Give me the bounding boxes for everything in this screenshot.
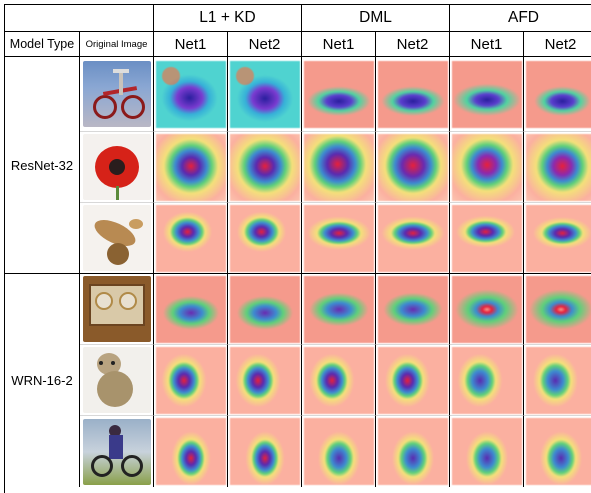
attention-map-net2 (376, 132, 450, 203)
attention-map-net1 (154, 345, 228, 416)
attention-map-net1 (302, 345, 376, 416)
attention-map-net1 (154, 274, 228, 345)
attention-map-comparison-table: L1 + KD DML AFD Model Type Original Imag… (4, 4, 591, 493)
group-header-dml: DML (302, 5, 450, 32)
attention-map-net1 (450, 132, 524, 203)
flower-icon (82, 134, 151, 200)
attention-map-net2 (524, 274, 591, 345)
attention-map-net1 (450, 203, 524, 274)
attention-map-net2 (376, 203, 450, 274)
original-image-cell (80, 345, 154, 416)
attention-map-net2 (524, 416, 591, 487)
attention-map-net1 (450, 57, 524, 132)
bicycle-icon (82, 61, 151, 127)
attention-map-net1 (302, 274, 376, 345)
model-label-resnet32: ResNet-32 (5, 57, 80, 274)
attention-map-net2 (228, 57, 302, 132)
attention-map-net2 (228, 132, 302, 203)
attention-map-net2 (524, 203, 591, 274)
tray-icon (82, 276, 151, 342)
attention-map-net2 (376, 57, 450, 132)
group-header-afd: AFD (450, 5, 591, 32)
attention-map-net1 (450, 345, 524, 416)
original-image-header: Original Image (80, 32, 154, 57)
attention-map-net1 (154, 57, 228, 132)
original-image-cell (80, 132, 154, 203)
net2-header: Net2 (524, 32, 591, 57)
attention-map-net1 (302, 57, 376, 132)
cyclist-icon (82, 418, 151, 485)
model-label-wrn-16-2: WRN-16-2 (5, 274, 80, 487)
attention-map-net1 (154, 203, 228, 274)
header-blank (5, 5, 154, 32)
attention-map-net2 (524, 345, 591, 416)
attention-map-net1 (450, 416, 524, 487)
attention-map-net2 (228, 416, 302, 487)
attention-map-net2 (376, 416, 450, 487)
original-image-cell (80, 416, 154, 487)
net2-header: Net2 (228, 32, 302, 57)
attention-map-net2 (376, 274, 450, 345)
net2-header: Net2 (376, 32, 450, 57)
attention-map-net2 (524, 57, 591, 132)
attention-map-net1 (450, 274, 524, 345)
net1-header: Net1 (154, 32, 228, 57)
net1-header: Net1 (450, 32, 524, 57)
attention-map-net2 (376, 345, 450, 416)
model-type-header: Model Type (5, 32, 80, 57)
attention-map-net1 (154, 132, 228, 203)
group-header-l1-kd: L1 + KD (154, 5, 302, 32)
attention-map-net1 (302, 203, 376, 274)
original-image-cell (80, 57, 154, 132)
crab-icon (82, 205, 151, 271)
attention-map-net1 (302, 132, 376, 203)
attention-map-net2 (524, 132, 591, 203)
original-image-cell (80, 274, 154, 345)
attention-map-net1 (302, 416, 376, 487)
attention-map-net2 (228, 203, 302, 274)
attention-map-net2 (228, 274, 302, 345)
leopard-cub-icon (82, 347, 151, 413)
attention-map-net1 (154, 416, 228, 487)
original-image-cell (80, 203, 154, 274)
net1-header: Net1 (302, 32, 376, 57)
attention-map-net2 (228, 345, 302, 416)
